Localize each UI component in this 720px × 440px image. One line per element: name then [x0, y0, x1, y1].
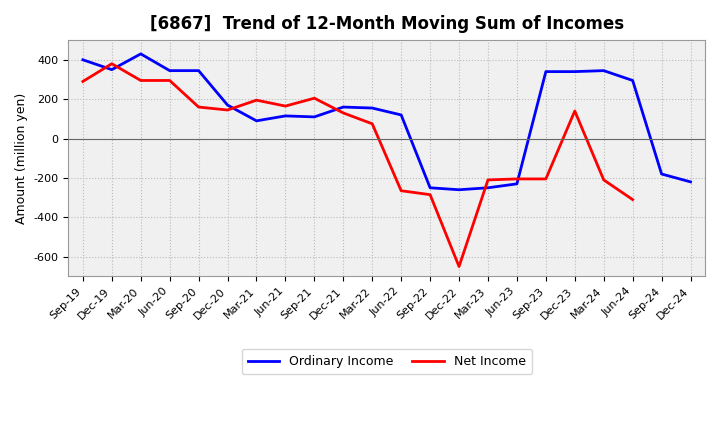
- Ordinary Income: [136, 51, 145, 56]
- Ordinary Income: [223, 103, 232, 108]
- Net Income: [107, 61, 116, 66]
- Title: [6867]  Trend of 12-Month Moving Sum of Incomes: [6867] Trend of 12-Month Moving Sum of I…: [150, 15, 624, 33]
- Net Income: [252, 98, 261, 103]
- Net Income: [600, 177, 608, 183]
- Net Income: [136, 78, 145, 83]
- Ordinary Income: [107, 67, 116, 72]
- Net Income: [397, 188, 405, 193]
- Ordinary Income: [600, 68, 608, 73]
- Net Income: [78, 79, 87, 84]
- Legend: Ordinary Income, Net Income: Ordinary Income, Net Income: [242, 349, 532, 374]
- Net Income: [166, 78, 174, 83]
- Ordinary Income: [310, 114, 319, 120]
- Net Income: [339, 110, 348, 116]
- Net Income: [368, 121, 377, 126]
- Ordinary Income: [339, 104, 348, 110]
- Net Income: [629, 197, 637, 202]
- Ordinary Income: [686, 179, 695, 184]
- Line: Ordinary Income: Ordinary Income: [83, 54, 690, 190]
- Net Income: [310, 95, 319, 101]
- Ordinary Income: [629, 78, 637, 83]
- Net Income: [541, 176, 550, 182]
- Ordinary Income: [397, 112, 405, 117]
- Ordinary Income: [166, 68, 174, 73]
- Net Income: [223, 107, 232, 113]
- Ordinary Income: [78, 57, 87, 62]
- Net Income: [281, 103, 289, 109]
- Y-axis label: Amount (million yen): Amount (million yen): [15, 93, 28, 224]
- Ordinary Income: [570, 69, 579, 74]
- Net Income: [194, 104, 203, 110]
- Ordinary Income: [657, 171, 666, 176]
- Net Income: [570, 108, 579, 114]
- Ordinary Income: [513, 181, 521, 187]
- Net Income: [426, 192, 434, 197]
- Ordinary Income: [541, 69, 550, 74]
- Net Income: [455, 264, 464, 269]
- Net Income: [513, 176, 521, 182]
- Net Income: [484, 177, 492, 183]
- Ordinary Income: [281, 113, 289, 118]
- Ordinary Income: [368, 106, 377, 111]
- Line: Net Income: Net Income: [83, 64, 633, 267]
- Ordinary Income: [455, 187, 464, 192]
- Ordinary Income: [194, 68, 203, 73]
- Ordinary Income: [484, 185, 492, 191]
- Ordinary Income: [252, 118, 261, 124]
- Ordinary Income: [426, 185, 434, 191]
